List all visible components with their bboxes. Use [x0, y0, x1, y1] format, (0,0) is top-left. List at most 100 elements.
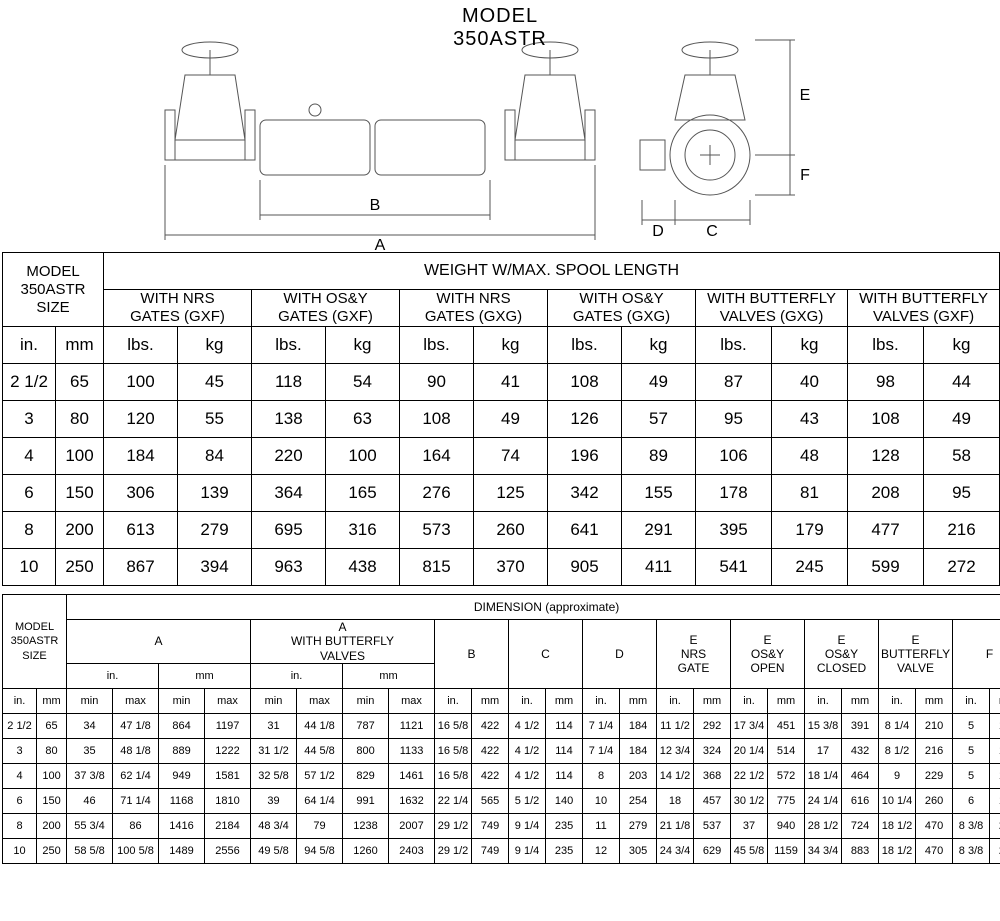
- t2-row: 2 1/2653447 1/886411973144 1/8787112116 …: [3, 714, 1000, 739]
- t1-cell: 155: [622, 475, 696, 512]
- t2-cell: 11 1/2: [657, 714, 694, 739]
- t2-cell: 18 1/4: [805, 764, 842, 789]
- t2-cell: 8: [583, 764, 620, 789]
- t2-cell: 1168: [159, 789, 205, 814]
- t2-cell: 883: [842, 839, 879, 864]
- t2-cell: 29 1/2: [435, 839, 472, 864]
- t1-cell: 44: [924, 364, 1000, 401]
- t2-cell: 62 1/4: [113, 764, 159, 789]
- t2-cell: 1260: [343, 839, 389, 864]
- t2-cell: 1133: [389, 739, 435, 764]
- t2-in: in.: [657, 689, 694, 714]
- t2-cell: 20 1/4: [731, 739, 768, 764]
- t2-cell: 305: [620, 839, 657, 864]
- t2-cell: 1238: [343, 814, 389, 839]
- t1-cell: 641: [548, 512, 622, 549]
- t2-cell: 55 3/4: [67, 814, 113, 839]
- t2-cell: 949: [159, 764, 205, 789]
- t2-cell: 31 1/2: [251, 739, 297, 764]
- t2-cell: 28 1/2: [805, 814, 842, 839]
- t2-cell: 5: [953, 739, 990, 764]
- t2-group-6: EOS&YOPEN: [731, 620, 805, 689]
- t2-cell: 800: [343, 739, 389, 764]
- t2-cell: 565: [472, 789, 509, 814]
- t2-cell: 6: [953, 789, 990, 814]
- t1-unit-kg-5: kg: [924, 327, 1000, 364]
- t2-size-in: 10: [3, 839, 37, 864]
- weight-table: MODEL350ASTRSIZE WEIGHT W/MAX. SPOOL LEN…: [2, 252, 1000, 586]
- t1-cell: 108: [400, 401, 474, 438]
- t1-cell: 40: [772, 364, 848, 401]
- t1-unit-kg-1: kg: [326, 327, 400, 364]
- t2-cell: 12 3/4: [657, 739, 694, 764]
- t2-mm: mm: [916, 689, 953, 714]
- t2-cell: 572: [768, 764, 805, 789]
- t2-cell: 11: [583, 814, 620, 839]
- t1-group-2: WITH NRSGATES (GXG): [400, 290, 548, 327]
- t2-max: max: [297, 689, 343, 714]
- t1-cell: 573: [400, 512, 474, 549]
- t1-group-4: WITH BUTTERFLYVALVES (GXG): [696, 290, 848, 327]
- t2-cell: 991: [343, 789, 389, 814]
- t1-cell: 867: [104, 549, 178, 586]
- t2-cell: 16 5/8: [435, 764, 472, 789]
- t2-cell: 48 1/8: [113, 739, 159, 764]
- t1-group-0: WITH NRSGATES (GXF): [104, 290, 252, 327]
- t2-cell: 16 5/8: [435, 739, 472, 764]
- t2-top-header: DIMENSION (approximate): [67, 595, 1000, 620]
- t2-cell: 29 1/2: [435, 814, 472, 839]
- t2-cell: 17 3/4: [731, 714, 768, 739]
- t1-cell: 165: [326, 475, 400, 512]
- t1-size-mm: 65: [56, 364, 104, 401]
- t2-cell: 260: [916, 789, 953, 814]
- t2-cell: 18 1/2: [879, 839, 916, 864]
- t2-cell: 213: [990, 814, 1000, 839]
- t2-cell: 35: [67, 739, 113, 764]
- t2-cell: 216: [916, 739, 953, 764]
- t1-cell: 815: [400, 549, 474, 586]
- model-title: MODEL 350ASTR: [0, 5, 1000, 51]
- t1-cell: 364: [252, 475, 326, 512]
- t2-cell: 46: [67, 789, 113, 814]
- t2-cell: 254: [620, 789, 657, 814]
- t1-cell: 272: [924, 549, 1000, 586]
- t2-cell: 34: [67, 714, 113, 739]
- t2-cell: 8 3/8: [953, 814, 990, 839]
- t1-cell: 120: [104, 401, 178, 438]
- t2-min: min: [343, 689, 389, 714]
- t2-cell: 18: [657, 789, 694, 814]
- t1-cell: 196: [548, 438, 622, 475]
- t1-row: 1025086739496343881537090541154124559927…: [3, 549, 1000, 586]
- t2-in: in.: [435, 689, 472, 714]
- t2-cell: 1489: [159, 839, 205, 864]
- t1-cell: 55: [178, 401, 252, 438]
- t2-size-mm-hdr: mm: [37, 689, 67, 714]
- t2-cell: 787: [343, 714, 389, 739]
- t2-cell: 24 3/4: [657, 839, 694, 864]
- t2-group-9: F: [953, 620, 1000, 689]
- t1-cell: 49: [622, 364, 696, 401]
- t1-size-in: 3: [3, 401, 56, 438]
- title-line2: 350ASTR: [0, 28, 1000, 51]
- t2-cell: 1632: [389, 789, 435, 814]
- dim-c-label: C: [706, 223, 718, 240]
- t2-size-mm: 80: [37, 739, 67, 764]
- t2-in: in.: [805, 689, 842, 714]
- t1-cell: 100: [104, 364, 178, 401]
- t1-cell: 81: [772, 475, 848, 512]
- t2-cell: 184: [620, 714, 657, 739]
- t2-in: in.: [879, 689, 916, 714]
- t2-cell: 457: [694, 789, 731, 814]
- t2-cell: 9 1/4: [509, 839, 546, 864]
- t2-cell: 8 3/8: [953, 839, 990, 864]
- t2-cell: 235: [546, 814, 583, 839]
- t2-cell: 279: [620, 814, 657, 839]
- t2-size-in: 3: [3, 739, 37, 764]
- t1-cell: 108: [848, 401, 924, 438]
- t2-cell: 889: [159, 739, 205, 764]
- t2-cell: 391: [842, 714, 879, 739]
- t1-unit-lbs-2: lbs.: [400, 327, 474, 364]
- t2-mm: mm: [990, 689, 1000, 714]
- t2-in: in.: [953, 689, 990, 714]
- t2-size-in: 8: [3, 814, 37, 839]
